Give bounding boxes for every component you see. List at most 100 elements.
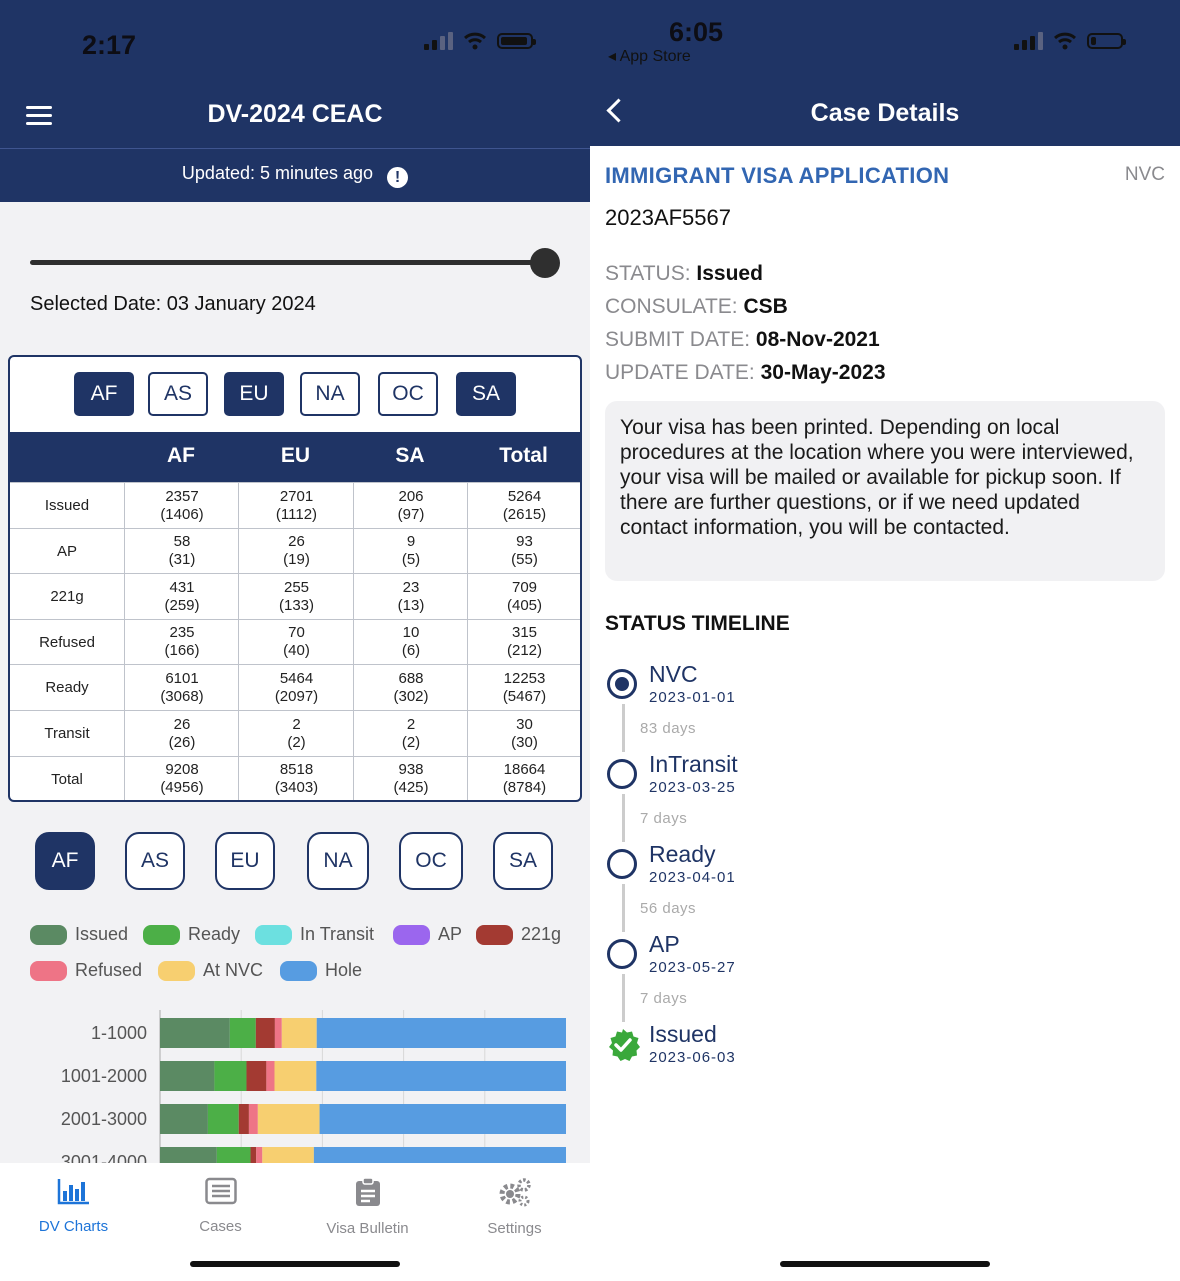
application-type: IMMIGRANT VISA APPLICATION (605, 163, 950, 188)
cell-subcount: (97) (397, 505, 425, 523)
row-label: Refused (39, 633, 95, 651)
table-row: Transit 26 (26) 2 (2) 2 (2) 30 (30) (10, 710, 580, 756)
tab-visa-bulletin[interactable]: Visa Bulletin (294, 1177, 441, 1237)
timeline-step-name: Issued (649, 1021, 717, 1047)
cell-subcount: (3403) (274, 779, 319, 797)
table-cell: 30 (30) (467, 711, 580, 756)
cell-count: 9 (406, 533, 416, 551)
bar-segment-issued (160, 1061, 215, 1091)
table-cell: 18664 (8784) (467, 756, 580, 800)
cell-subcount: (5467) (502, 687, 547, 705)
cell-subcount: (425) (393, 779, 429, 797)
cell-subcount: (133) (278, 596, 315, 614)
back-to-app-store[interactable]: ◂ App Store (608, 46, 691, 66)
cell-subcount: (4956) (160, 779, 204, 797)
signal-icon (424, 32, 453, 50)
cell-count: 70 (288, 624, 305, 642)
region-filter-eu[interactable]: EU (224, 372, 284, 416)
cell-count: 431 (169, 578, 195, 596)
list-icon (204, 1177, 237, 1205)
col-header: EU (280, 444, 311, 467)
table-cell: 206 (97) (353, 483, 468, 528)
page-title: DV-2024 CEAC (207, 100, 383, 128)
cell-count: 709 (511, 578, 538, 596)
bar-segment-ready (216, 1147, 251, 1165)
tab-label: DV Charts (38, 1218, 109, 1235)
legend-label: Hole (325, 960, 363, 980)
timeline-connector (622, 704, 625, 752)
table-cell: 6101 (3068) (124, 665, 239, 711)
chart-region-as[interactable]: AS (125, 832, 185, 890)
table-cell: 2 (2) (353, 711, 468, 756)
bar-segment-issued (160, 1147, 217, 1165)
timeline-step-date: 2023-04-01 (649, 869, 736, 886)
timeline-duration: 7 days (640, 990, 688, 1007)
table-cell: 709 (405) (467, 574, 580, 620)
selected-date: Selected Date: 03 January 2024 (30, 293, 316, 315)
timeline-step-date: 2023-03-25 (649, 779, 736, 796)
cell-count: 2701 (279, 487, 314, 505)
cell-subcount: (2) (401, 733, 421, 751)
chart-region-na[interactable]: NA (307, 832, 369, 890)
cell-subcount: (1112) (275, 505, 318, 523)
region-filter-as[interactable]: AS (148, 372, 208, 416)
cell-subcount: (1406) (160, 505, 204, 523)
bar-segment-refused (274, 1018, 282, 1048)
date-slider-thumb[interactable] (530, 248, 560, 278)
chart-region-eu[interactable]: EU (215, 832, 275, 890)
status-field: STATUS: Issued (605, 262, 763, 286)
cell-count: 315 (511, 624, 538, 642)
col-header: AF (167, 444, 195, 467)
stacked-bar-chart: 1-1000 1001-2000 2001-3000 3001-4000 (61, 1010, 566, 1165)
cell-count: 18664 (503, 761, 546, 779)
cell-count: 58 (173, 533, 191, 551)
region-filter-oc[interactable]: OC (378, 372, 438, 416)
tab-label: Visa Bulletin (326, 1220, 409, 1237)
chart-region-sa[interactable]: SA (493, 832, 553, 890)
table-cell: 93 (55) (467, 528, 580, 574)
date-slider-track[interactable] (30, 260, 545, 265)
cell-count: 255 (283, 578, 310, 596)
bar-segment-hole (313, 1147, 566, 1165)
row-label: Total (51, 770, 83, 788)
update-date-field: UPDATE DATE: 30-May-2023 (605, 361, 886, 385)
table-cell: 26 (19) (238, 528, 354, 574)
bar-segment-221g (255, 1018, 275, 1048)
timeline-step-name: AP (649, 931, 680, 957)
table-cell: 5464 (2097) (238, 665, 354, 711)
region-filter-na[interactable]: NA (300, 372, 360, 416)
chart-region-af[interactable]: AF (35, 832, 95, 890)
row-label: Ready (45, 679, 89, 697)
tab-cases[interactable]: Cases (147, 1177, 294, 1235)
cell-count: 2357 (165, 487, 199, 505)
region-filter-af[interactable]: AF (74, 372, 134, 416)
menu-icon[interactable] (26, 106, 52, 125)
legend-label: Ready (188, 924, 241, 944)
legend-item: 221g (476, 924, 561, 945)
cell-count: 2 (406, 715, 416, 733)
table-cell: 10 (6) (353, 619, 468, 665)
tab-settings[interactable]: Settings (441, 1177, 588, 1237)
chart-region-oc[interactable]: OC (399, 832, 463, 890)
legend-label: In Transit (300, 924, 375, 944)
cell-count: 938 (398, 761, 424, 779)
bar-segment-hole (316, 1061, 566, 1091)
table-cell: 8518 (3403) (238, 756, 354, 800)
table-row: Issued 2357 (1406) 2701 (1112) 206 (97) 5264 (26… (10, 482, 580, 528)
field-value: 30-May-2023 (760, 361, 886, 384)
cell-subcount: (13) (397, 596, 425, 614)
col-header: Total (499, 444, 548, 467)
tab-dv-charts[interactable]: DV Charts (0, 1177, 147, 1235)
legend-item: In Transit (255, 924, 374, 945)
field-label: CONSULATE: (605, 295, 738, 318)
bar-chart-icon (57, 1179, 89, 1205)
app-header: 6:05 ◂ App Store Case Details (590, 0, 1180, 146)
cell-count: 30 (516, 715, 533, 733)
table-cell: 255 (133) (238, 574, 354, 620)
bar-segment-221g (250, 1147, 257, 1165)
region-filter-sa[interactable]: SA (456, 372, 516, 416)
signal-icon (1014, 32, 1043, 50)
info-icon[interactable]: ! (387, 167, 409, 188)
cell-count: 26 (288, 533, 305, 551)
legend-item: AP (393, 924, 462, 945)
